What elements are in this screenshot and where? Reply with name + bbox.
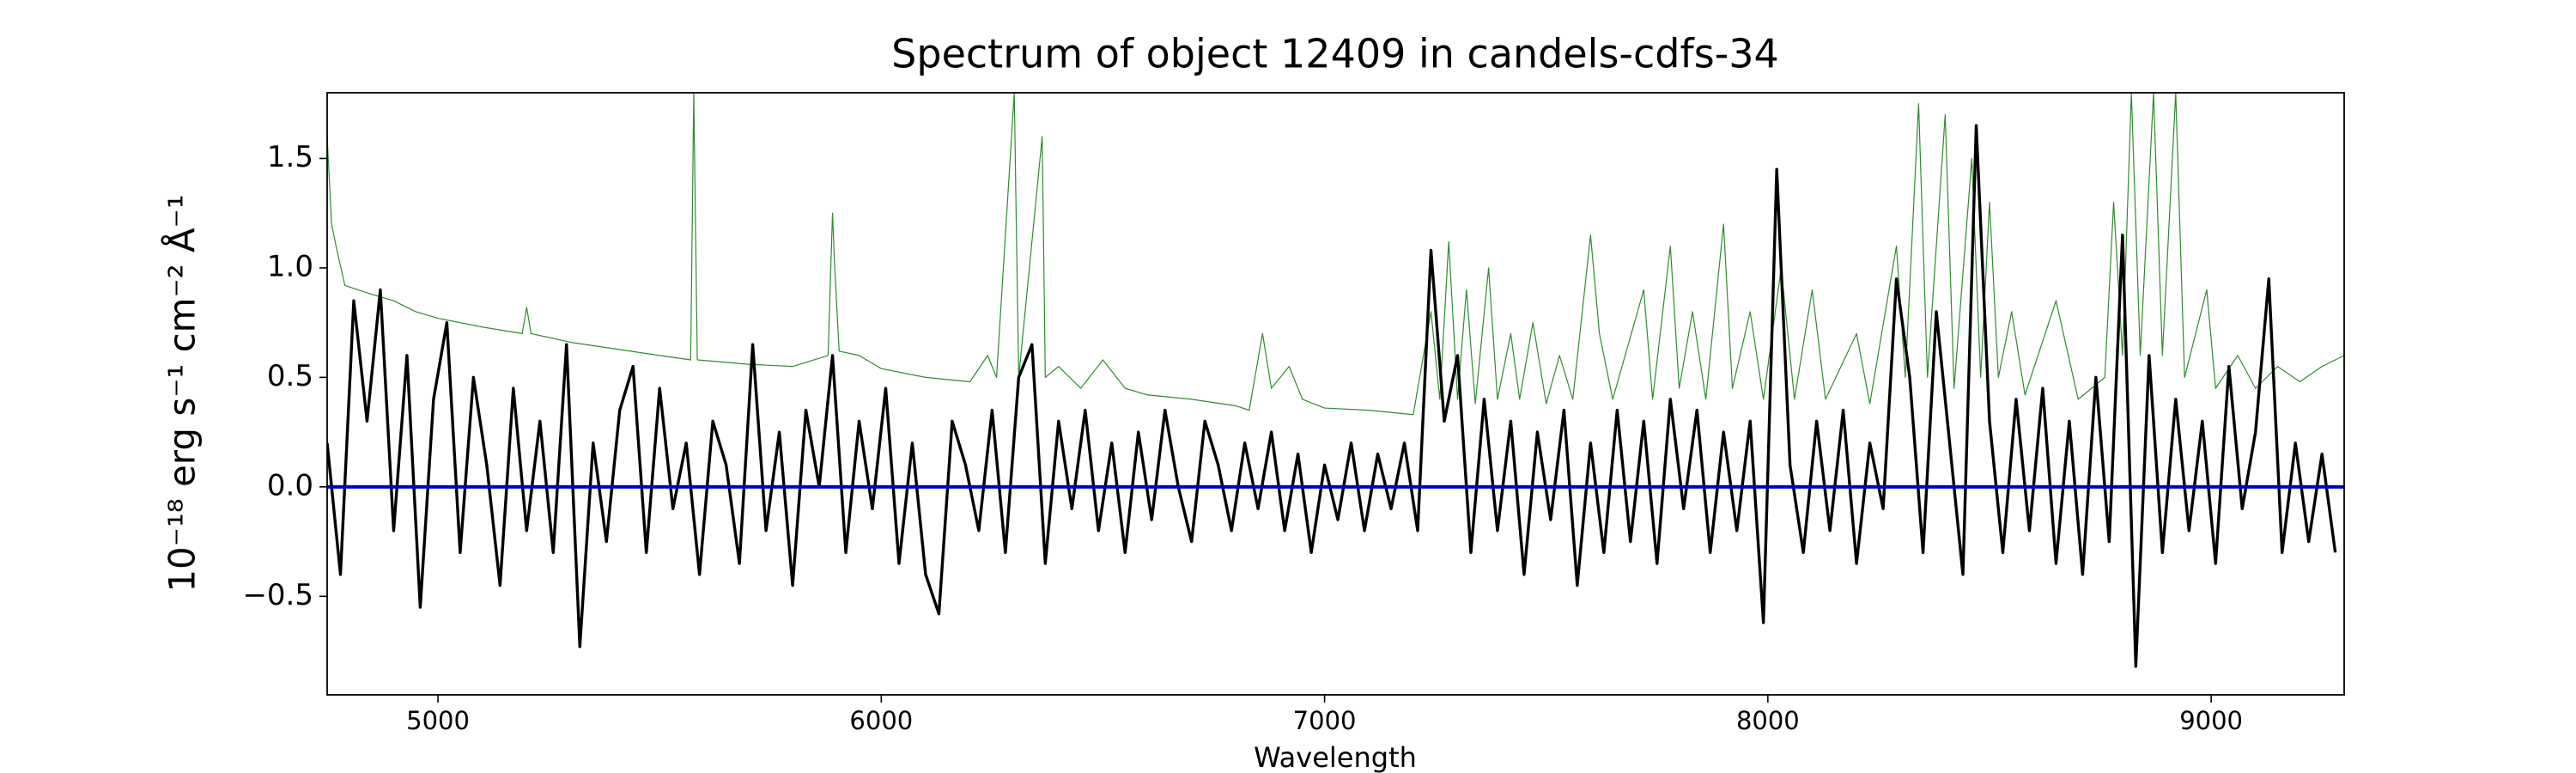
x-tick-label: 7000 [1293, 706, 1357, 735]
x-tick-label: 6000 [849, 706, 913, 735]
y-tick-label: 1.5 [267, 140, 313, 174]
spectrum-line [327, 124, 2337, 668]
x-axis-label: Wavelength [1254, 741, 1417, 773]
y-tick-label: 1.0 [267, 249, 313, 283]
x-tick-label: 9000 [2179, 706, 2243, 735]
y-axis-label: 10⁻¹⁸ erg s⁻¹ cm⁻² Å⁻¹ [161, 194, 204, 592]
y-tick-label: −0.5 [242, 578, 313, 612]
plot-frame [326, 92, 2345, 696]
spectrum-line [327, 93, 2344, 416]
y-tick-label: 0.5 [267, 359, 313, 393]
x-tick-label: 5000 [406, 706, 470, 735]
y-tick-label: 0.0 [267, 468, 313, 502]
x-tick-label: 8000 [1736, 706, 1800, 735]
chart-title: Spectrum of object 12409 in candels-cdfs… [891, 31, 1779, 77]
